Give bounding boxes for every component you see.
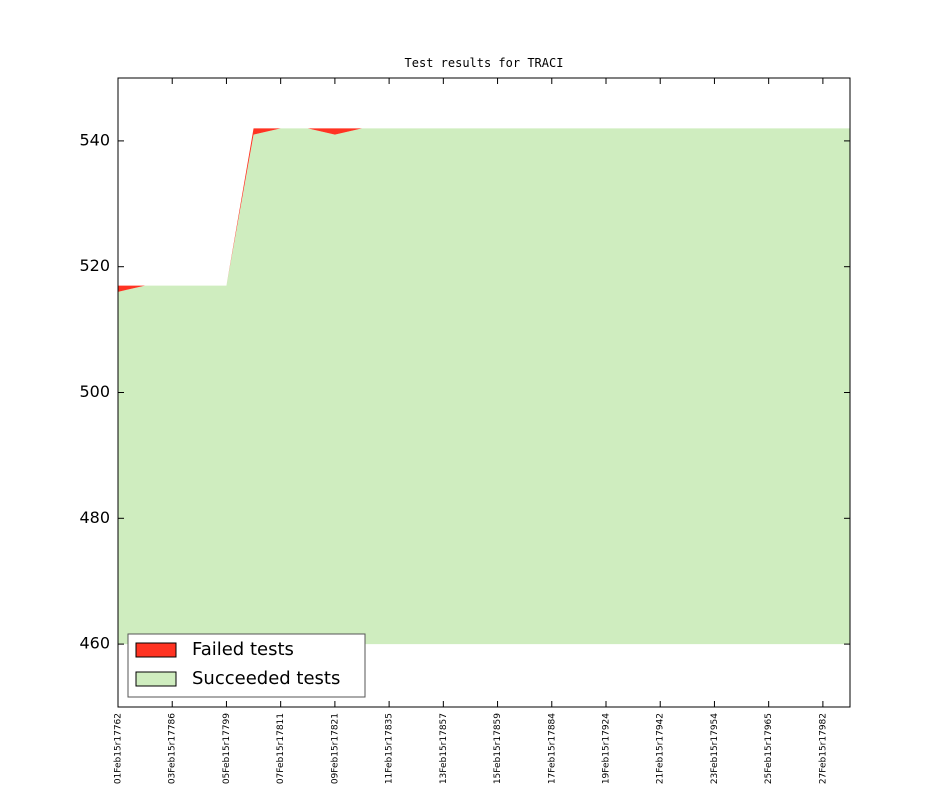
y-tick-label: 480 [79, 508, 110, 527]
x-tick-label: 11Feb15r17835 [385, 713, 395, 784]
chart-title: Test results for TRACI [405, 56, 564, 70]
x-tick-label: 13Feb15r17857 [439, 713, 449, 784]
x-tick-label: 09Feb15r17821 [330, 713, 340, 784]
x-tick-label: 19Feb15r17924 [602, 713, 612, 784]
legend-swatch [135, 642, 177, 658]
legend-label: Failed tests [192, 639, 294, 660]
x-tick-label: 03Feb15r17786 [168, 713, 178, 784]
x-tick-label: 21Feb15r17942 [656, 713, 666, 784]
y-tick-label: 500 [79, 382, 110, 401]
x-tick-label: 27Feb15r17982 [818, 713, 828, 784]
x-tick-label: 05Feb15r17799 [222, 713, 232, 784]
y-tick-label: 540 [79, 130, 110, 149]
legend: Failed tests Succeeded tests [127, 633, 366, 698]
area [118, 128, 850, 645]
x-tick-label: 01Feb15r17762 [114, 713, 124, 784]
x-tick-label: 15Feb15r17859 [493, 713, 503, 784]
y-tick-label: 460 [79, 634, 110, 653]
y-tick-label: 520 [79, 256, 110, 275]
legend-swatch [135, 671, 177, 687]
x-tick-label: 25Feb15r17965 [764, 713, 774, 784]
x-tick-label: 23Feb15r17954 [710, 713, 720, 784]
x-tick-label: 07Feb15r17811 [276, 713, 286, 784]
legend-label: Succeeded tests [192, 668, 340, 689]
x-tick-label: 17Feb15r17884 [547, 713, 557, 784]
